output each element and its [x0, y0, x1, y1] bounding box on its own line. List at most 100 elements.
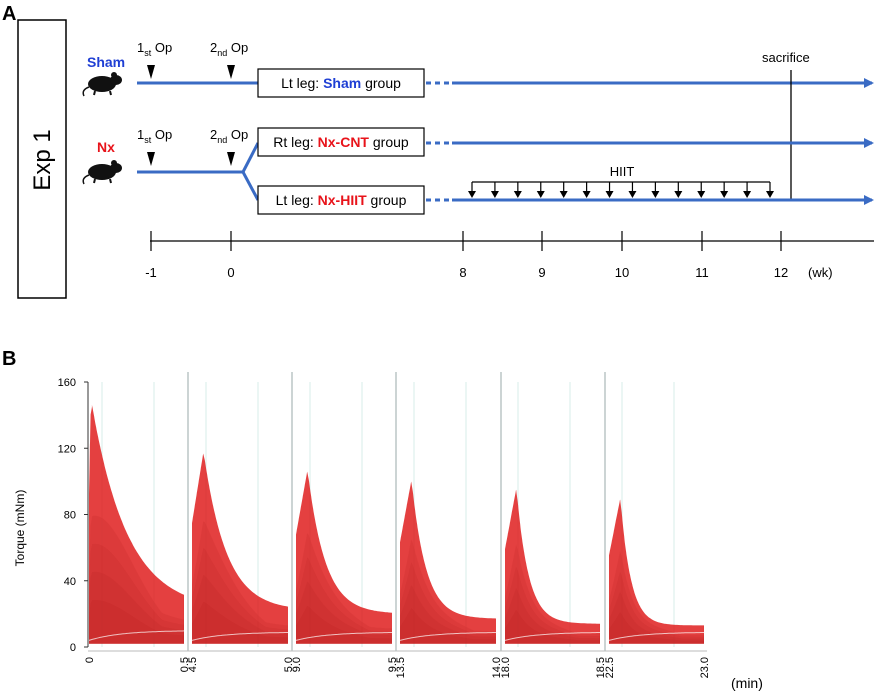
sham-op1-label: 1st Op: [137, 40, 172, 58]
torque-bout: [608, 499, 704, 644]
x-tick-label: 18.5: [595, 657, 607, 678]
x-tick-label: 23.0: [699, 657, 711, 678]
y-tick-label: 40: [64, 576, 76, 588]
torque-baseline: [504, 632, 600, 641]
timeline-tick-label: 8: [459, 265, 466, 280]
sacrifice-label: sacrifice: [762, 50, 810, 65]
x-tick-label: 9.5: [387, 657, 399, 672]
timeline-tick-label: 0: [227, 265, 234, 280]
nx-branch-lower: [241, 171, 260, 201]
x-tick-label: 4.5: [187, 657, 199, 672]
x-tick-label: 0: [84, 657, 96, 663]
x-tick-label: 0.5: [179, 657, 191, 672]
timeline-tick-label: 10: [615, 265, 629, 280]
hiit-session-arrowhead: [674, 191, 683, 198]
mouse-icon-sham: [82, 72, 122, 97]
torque-layer: [505, 588, 600, 644]
sham-op2-label: 2nd Op: [210, 40, 248, 58]
torque-envelope: [400, 481, 496, 644]
exp-box: [17, 19, 67, 299]
torque-envelope: [192, 453, 288, 644]
torque-layer: [400, 585, 496, 644]
hiit-session-arrowhead: [743, 191, 752, 198]
torque-bout: [399, 481, 496, 644]
torque-baseline: [88, 630, 185, 641]
nx-hiit-group-box-text: Lt leg: Nx-HIIT group: [276, 192, 407, 208]
torque-layer: [609, 591, 704, 644]
hiit-session-arrowhead: [513, 191, 522, 198]
x-unit-label: (min): [731, 675, 763, 691]
timeline-tick-label: 11: [695, 265, 709, 280]
torque-bout: [295, 471, 392, 644]
y-tick-label: 120: [58, 443, 76, 455]
timeline-tick-label: 12: [774, 265, 788, 280]
panel-a-timeline-diagram: A Exp 1 Sham 1st Op 2nd Op Lt leg: Sham …: [2, 3, 874, 299]
torque-layer: [296, 557, 392, 644]
hiit-session-arrowhead: [628, 191, 637, 198]
sham-label: Sham: [87, 54, 125, 70]
torque-baseline: [608, 632, 704, 641]
torque-layer: [89, 600, 184, 644]
hiit-session-arrowhead: [582, 191, 591, 198]
exp-label: Exp 1: [29, 129, 56, 190]
nx-hiit-group-box: [257, 185, 425, 215]
torque-envelope: [609, 499, 704, 644]
x-tick-label: 9.0: [291, 657, 303, 672]
torque-layer: [400, 562, 496, 644]
torque-layer: [192, 521, 288, 644]
torque-baseline: [295, 632, 392, 641]
hiit-session-arrowhead: [651, 191, 660, 198]
torque-layer: [505, 544, 600, 644]
chart-series: [88, 404, 704, 644]
timeline-tick-label: 9: [538, 265, 545, 280]
y-tick-label: 0: [70, 642, 76, 654]
chart-grid: [101, 372, 675, 651]
torque-layer: [609, 571, 704, 644]
torque-baseline: [191, 632, 288, 641]
nx-cnt-group-box: [257, 127, 425, 157]
nx-op2-marker: [227, 152, 235, 166]
sham-group-box: [257, 68, 425, 98]
hiit-session-arrows: [468, 182, 774, 198]
hiit-session-arrowhead: [697, 191, 706, 198]
torque-bout: [191, 453, 288, 644]
torque-layer: [609, 551, 704, 644]
torque-envelope: [505, 489, 600, 644]
torque-layer: [296, 581, 392, 644]
chart-axes: 0 40 80 120 160 0 0.54.5 5.09.0 9.513.5 14.018.0 1…: [58, 377, 711, 678]
torque-envelope: [89, 405, 184, 644]
x-tick-label: 5.0: [283, 657, 295, 672]
torque-bout: [504, 489, 600, 644]
torque-layer: [400, 608, 496, 644]
sham-op2-marker: [227, 65, 235, 79]
mouse-icon-nx: [82, 160, 122, 185]
torque-bout: [88, 404, 185, 644]
nx-op2-label: 2nd Op: [210, 127, 248, 145]
hiit-session-arrowhead: [490, 191, 499, 198]
torque-layer: [400, 539, 496, 644]
y-tick-label: 160: [58, 377, 76, 389]
timeline-tick-label: -1: [145, 265, 157, 280]
hiit-session-arrowhead: [605, 191, 614, 198]
torque-layer: [505, 609, 600, 644]
nx-cnt-group-box-text: Rt leg: Nx-CNT group: [273, 134, 409, 150]
torque-layer: [89, 543, 184, 644]
hiit-session-arrowhead: [720, 191, 729, 198]
hiit-label: HIIT: [610, 164, 635, 179]
hiit-session-arrowhead: [468, 191, 476, 198]
timeline-ticks: -1 0 8 9 10 11 12: [145, 231, 788, 280]
torque-layer: [505, 566, 600, 644]
x-tick-label: 13.5: [395, 657, 407, 678]
y-tick-label: 80: [64, 510, 76, 522]
torque-baseline: [399, 632, 496, 641]
panel-b-torque-chart: B Torque (mNm) 0 40 80 120 160 0 0.54.5 5.09.0 9…: [2, 348, 763, 691]
panel-a-label: A: [2, 3, 16, 25]
panel-b-label: B: [2, 348, 16, 370]
hiit-session-arrowhead: [536, 191, 545, 198]
torque-envelope: [296, 471, 392, 644]
torque-layer: [192, 602, 288, 644]
torque-layer: [89, 515, 184, 644]
sham-group-box-text: Lt leg: Sham group: [281, 75, 401, 91]
hiit-session-arrowhead: [559, 191, 568, 198]
hiit-session-arrowhead: [766, 191, 774, 198]
